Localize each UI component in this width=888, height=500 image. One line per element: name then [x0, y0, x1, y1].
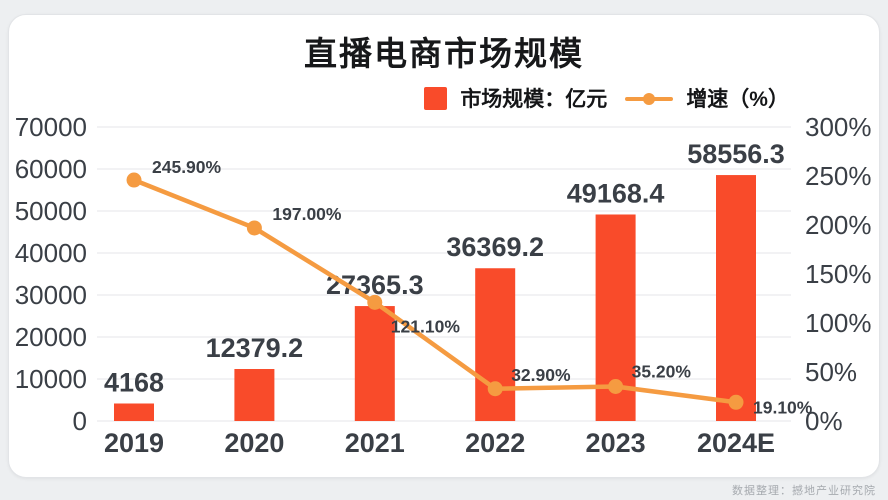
left-axis-tick: 30000: [15, 280, 87, 310]
line-value-label: 245.90%: [152, 157, 222, 177]
line-point-2022: [487, 381, 503, 397]
left-axis-tick: 0: [73, 406, 87, 436]
line-point-2023: [608, 379, 624, 395]
left-axis-tick: 50000: [15, 196, 87, 226]
bar-swatch-icon: [424, 86, 448, 110]
right-axis-tick: 0%: [805, 406, 843, 436]
line-value-label: 197.00%: [272, 204, 342, 224]
bar-value-label: 36369.2: [446, 232, 544, 262]
line-value-label: 19.10%: [753, 397, 813, 417]
right-axis-tick: 150%: [805, 259, 872, 289]
bar-value-label: 4168: [104, 367, 164, 397]
line-value-label: 121.10%: [391, 316, 461, 336]
line-point-2020: [246, 220, 262, 236]
right-axis-tick: 300%: [805, 112, 872, 142]
line-point-2021: [367, 294, 383, 310]
line-point-2024E: [728, 394, 744, 410]
left-axis-tick: 40000: [15, 238, 87, 268]
left-axis-tick: 70000: [15, 112, 87, 142]
legend-item-market-size: 市场规模：亿元: [424, 83, 607, 113]
bar-value-label: 12379.2: [206, 333, 304, 363]
left-axis-tick: 10000: [15, 364, 87, 394]
right-axis-tick: 200%: [805, 210, 872, 240]
x-axis-label: 2023: [586, 428, 646, 458]
line-value-label: 35.20%: [632, 362, 692, 382]
legend-line-label: 增速（%）: [686, 88, 789, 111]
bar-2022: [475, 268, 516, 421]
growth-line: [131, 177, 739, 405]
x-axis-label: 2021: [345, 428, 405, 458]
left-axis-tick: 60000: [15, 154, 87, 184]
bar-2021: [354, 306, 395, 421]
x-axis-label: 2022: [465, 428, 525, 458]
source-note: 数据整理：撼地产业研究院: [732, 485, 876, 497]
chart-svg: 0 10000 20000 30000 40000 50000 60000 70000 0% 50…: [15, 112, 872, 458]
right-axis-tick: 50%: [805, 357, 857, 387]
bar-2019: [114, 403, 154, 421]
x-axis-label: 2024E: [697, 428, 775, 458]
chart-title: 直播电商市场规模: [304, 35, 584, 72]
line-marker-icon: [625, 87, 674, 110]
bar-value-label: 49168.4: [567, 178, 665, 208]
line-point-2019: [126, 172, 142, 188]
bar-2020: [234, 369, 275, 421]
x-axis-label: 2020: [224, 428, 284, 458]
legend-bar-label: 市场规模：亿元: [460, 88, 608, 111]
bar-value-label: 58556.3: [687, 139, 785, 169]
right-axis-tick: 100%: [805, 308, 872, 338]
line-value-label: 32.90%: [511, 365, 571, 385]
legend-item-growth-rate: 增速（%）: [625, 83, 789, 113]
right-axis-tick: 250%: [805, 161, 872, 191]
bar-2024E: [716, 175, 756, 421]
left-axis-tick: 20000: [15, 322, 87, 352]
legend: 市场规模：亿元 增速（%）: [424, 83, 789, 113]
x-axis-label: 2019: [104, 428, 164, 458]
chart-card: 直播电商市场规模 市场规模：亿元 增速（%） 0 10000 20000 30000 4…: [8, 14, 880, 478]
